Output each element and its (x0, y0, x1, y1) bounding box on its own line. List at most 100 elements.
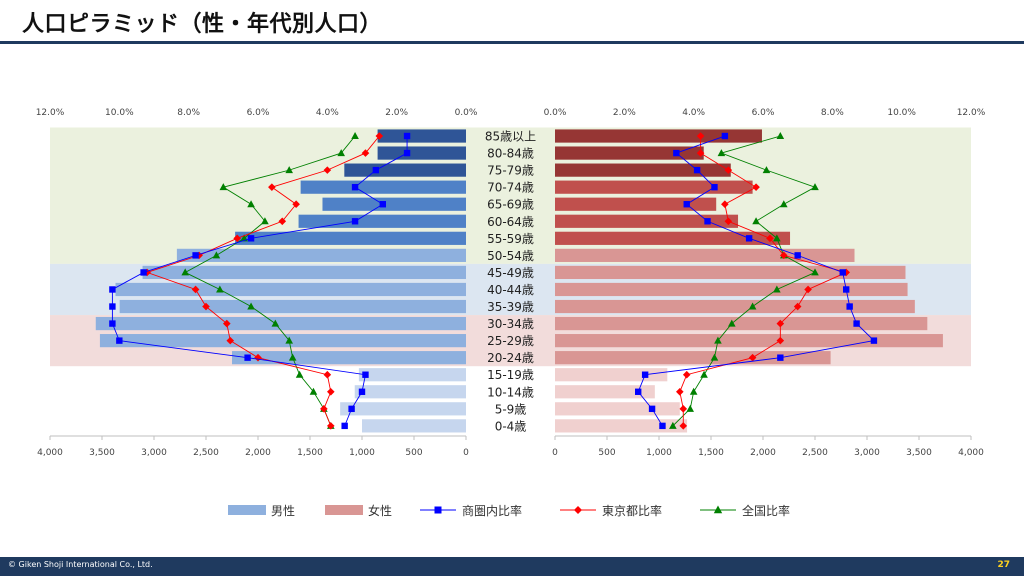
population-tick-left: 1,000 (349, 448, 375, 458)
age-label: 65-69歳 (487, 198, 534, 212)
male-bar (95, 316, 466, 331)
ratio-tick-left: 0.0% (455, 108, 478, 118)
male-zenkoku-ratio-marker (219, 183, 228, 191)
population-tick-left: 4,000 (37, 448, 63, 458)
female-bar (555, 231, 791, 245)
footer-bar: © Giken Shoji International Co., Ltd. 27 (0, 557, 1024, 576)
female-tokyo-ratio-marker (793, 302, 802, 311)
male-zenkoku-ratio-marker (271, 319, 280, 327)
ratio-tick-right: 10.0% (887, 108, 916, 118)
female-bar (555, 316, 928, 331)
male-bar (358, 368, 466, 382)
male-bar (176, 248, 466, 262)
population-tick-left: 2,500 (193, 448, 219, 458)
female-shoken-ratio-marker (721, 132, 729, 140)
female-zenkoku-ratio-marker (811, 268, 819, 276)
ratio-tick-left: 10.0% (105, 108, 134, 118)
age-label: 80-84歳 (487, 147, 534, 161)
population-tick-right: 1,000 (646, 448, 672, 458)
female-shoken-ratio-marker (745, 235, 753, 242)
male-zenkoku-ratio-marker (295, 370, 304, 378)
age-label: 55-59歳 (487, 232, 534, 246)
female-zenkoku-ratio-marker (811, 183, 819, 191)
legend-zenkoku-label: 全国比率 (742, 503, 790, 518)
male-zenkoku-ratio-marker (351, 132, 359, 140)
ratio-tick-right: 0.0% (544, 108, 567, 118)
female-tokyo-ratio-marker (724, 166, 733, 174)
female-shoken-ratio-marker (648, 405, 656, 413)
male-zenkoku-ratio-marker (247, 302, 255, 310)
female-zenkoku-ratio-marker (710, 353, 719, 361)
male-tokyo-ratio-marker (327, 422, 335, 430)
female-shoken-ratio-marker (683, 201, 690, 208)
legend-zenkoku-marker (713, 505, 723, 514)
female-shoken-ratio-marker (843, 286, 850, 293)
page-title: 人口ピラミッド（性・年代別人口） (22, 12, 383, 37)
female-zenkoku-ratio-marker (752, 217, 760, 225)
ratio-tick-right: 6.0% (752, 108, 775, 118)
female-bar (555, 146, 704, 160)
male-shoken-ratio-marker (116, 337, 123, 344)
male-shoken-ratio-marker (358, 388, 366, 395)
male-zenkoku-ratio-marker (285, 336, 293, 344)
population-tick-right: 500 (598, 448, 615, 458)
female-tokyo-ratio-marker (696, 149, 705, 157)
male-tokyo-ratio-marker (223, 319, 231, 328)
copyright-text: © Giken Shoji International Co., Ltd. (8, 560, 153, 569)
female-bar (555, 163, 731, 177)
population-tick-right: 2,000 (750, 448, 776, 458)
age-label: 15-19歳 (487, 368, 534, 382)
male-tokyo-ratio-marker (268, 183, 276, 191)
male-tokyo-ratio-marker (233, 234, 241, 243)
male-zenkoku-ratio-marker (212, 251, 221, 259)
male-tokyo-ratio-marker (323, 370, 332, 379)
female-bar (555, 248, 855, 262)
male-zenkoku-ratio-marker (247, 200, 255, 208)
age-label: 25-29歳 (487, 334, 534, 348)
female-tokyo-ratio-line (679, 136, 848, 426)
female-shoken-ratio-marker (659, 422, 666, 430)
male-bar (340, 402, 466, 416)
male-tokyo-ratio-marker (195, 251, 203, 260)
population-tick-right: 4,000 (958, 448, 984, 458)
female-zenkoku-ratio-marker (748, 302, 757, 310)
age-label: 75-79歳 (487, 164, 534, 178)
female-bar (555, 419, 688, 433)
ratio-tick-right: 4.0% (682, 108, 705, 118)
legend-shoken-label: 商圏内比率 (462, 503, 522, 518)
age-label: 30-34歳 (487, 317, 534, 331)
male-bar (300, 180, 466, 194)
male-tokyo-ratio-marker (191, 285, 200, 294)
legend-label-female: 女性 (368, 503, 392, 518)
female-shoken-ratio-marker (853, 320, 860, 327)
male-shoken-ratio-marker (351, 218, 359, 225)
legend-tokyo-label: 東京都比率 (602, 503, 662, 518)
male-tokyo-ratio-marker (143, 268, 151, 277)
male-bar (142, 265, 466, 280)
population-pyramid-chart: 12.0% 12.0% 10.0% 10.0% 8.0% 8.0% 6.0% 6.0% 4.0%… (36, 108, 986, 518)
male-bar (298, 214, 466, 228)
male-zenkoku-ratio-marker (216, 285, 224, 293)
female-tokyo-ratio-marker (682, 370, 691, 379)
male-zenkoku-ratio-marker (337, 149, 345, 157)
female-shoken-ratio-marker (641, 371, 649, 378)
male-zenkoku-ratio-marker (181, 268, 189, 276)
male-shoken-ratio-marker (244, 354, 251, 361)
ratio-tick-right: 2.0% (613, 108, 636, 118)
female-shoken-ratio-marker (777, 354, 784, 361)
female-tokyo-ratio-marker (679, 405, 688, 413)
male-shoken-ratio-marker (379, 201, 386, 208)
male-shoken-ratio-marker (341, 422, 348, 430)
female-zenkoku-ratio-marker (780, 200, 788, 208)
female-zenkoku-ratio-marker (773, 234, 781, 242)
male-tokyo-ratio-marker (323, 166, 332, 174)
male-bar (377, 129, 466, 143)
age-label: 20-24歳 (487, 351, 534, 365)
male-bar (232, 351, 466, 365)
male-bar (362, 419, 466, 433)
population-tick-right: 3,000 (854, 448, 880, 458)
population-tick-left: 500 (405, 448, 422, 458)
female-shoken-ratio-marker (794, 252, 801, 259)
age-label: 85歳以上 (485, 130, 536, 144)
male-tokyo-ratio-marker (361, 149, 370, 157)
